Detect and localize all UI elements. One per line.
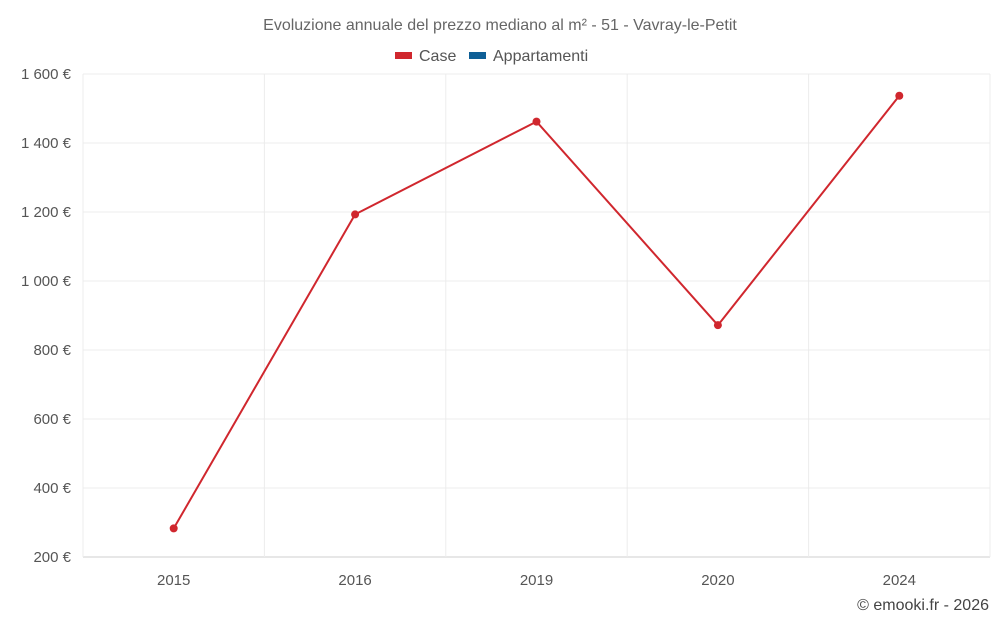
y-tick-label: 1 600 € bbox=[21, 66, 72, 83]
grid bbox=[82, 73, 991, 558]
data-point[interactable] bbox=[532, 117, 541, 126]
x-tick-label: 2019 bbox=[520, 572, 553, 589]
y-tick-label: 400 € bbox=[33, 480, 71, 497]
chart-title: Evoluzione annuale del prezzo mediano al… bbox=[263, 17, 737, 34]
y-axis-ticks: 200 € 400 € 600 € 800 € 1 000 € 1 200 € 1 400 … bbox=[21, 66, 72, 566]
y-tick-label: 1 000 € bbox=[21, 273, 72, 290]
y-tick-label: 1 400 € bbox=[21, 135, 72, 152]
data-point[interactable] bbox=[713, 321, 722, 330]
legend-swatch-case bbox=[395, 52, 412, 59]
data-point[interactable] bbox=[169, 524, 178, 533]
legend-label-appartamenti[interactable]: Appartamenti bbox=[493, 48, 588, 65]
y-tick-label: 800 € bbox=[33, 342, 71, 359]
data-point[interactable] bbox=[895, 91, 904, 100]
series-line-case bbox=[172, 95, 901, 529]
x-tick-label: 2024 bbox=[883, 572, 916, 589]
y-tick-label: 200 € bbox=[33, 549, 71, 566]
y-tick-label: 1 200 € bbox=[21, 204, 72, 221]
legend-swatch-appartamenti bbox=[469, 52, 486, 59]
credit-text: © emooki.fr - 2026 bbox=[857, 597, 989, 614]
legend-label-case[interactable]: Case bbox=[419, 48, 456, 65]
x-tick-label: 2015 bbox=[157, 572, 190, 589]
x-axis-ticks: 2015 2016 2019 2020 2024 bbox=[157, 572, 916, 589]
y-tick-label: 600 € bbox=[33, 411, 71, 428]
series-case bbox=[169, 91, 904, 533]
x-tick-label: 2016 bbox=[338, 572, 371, 589]
x-tick-label: 2020 bbox=[701, 572, 734, 589]
legend: Case Appartamenti bbox=[395, 48, 588, 65]
data-point[interactable] bbox=[351, 210, 360, 219]
